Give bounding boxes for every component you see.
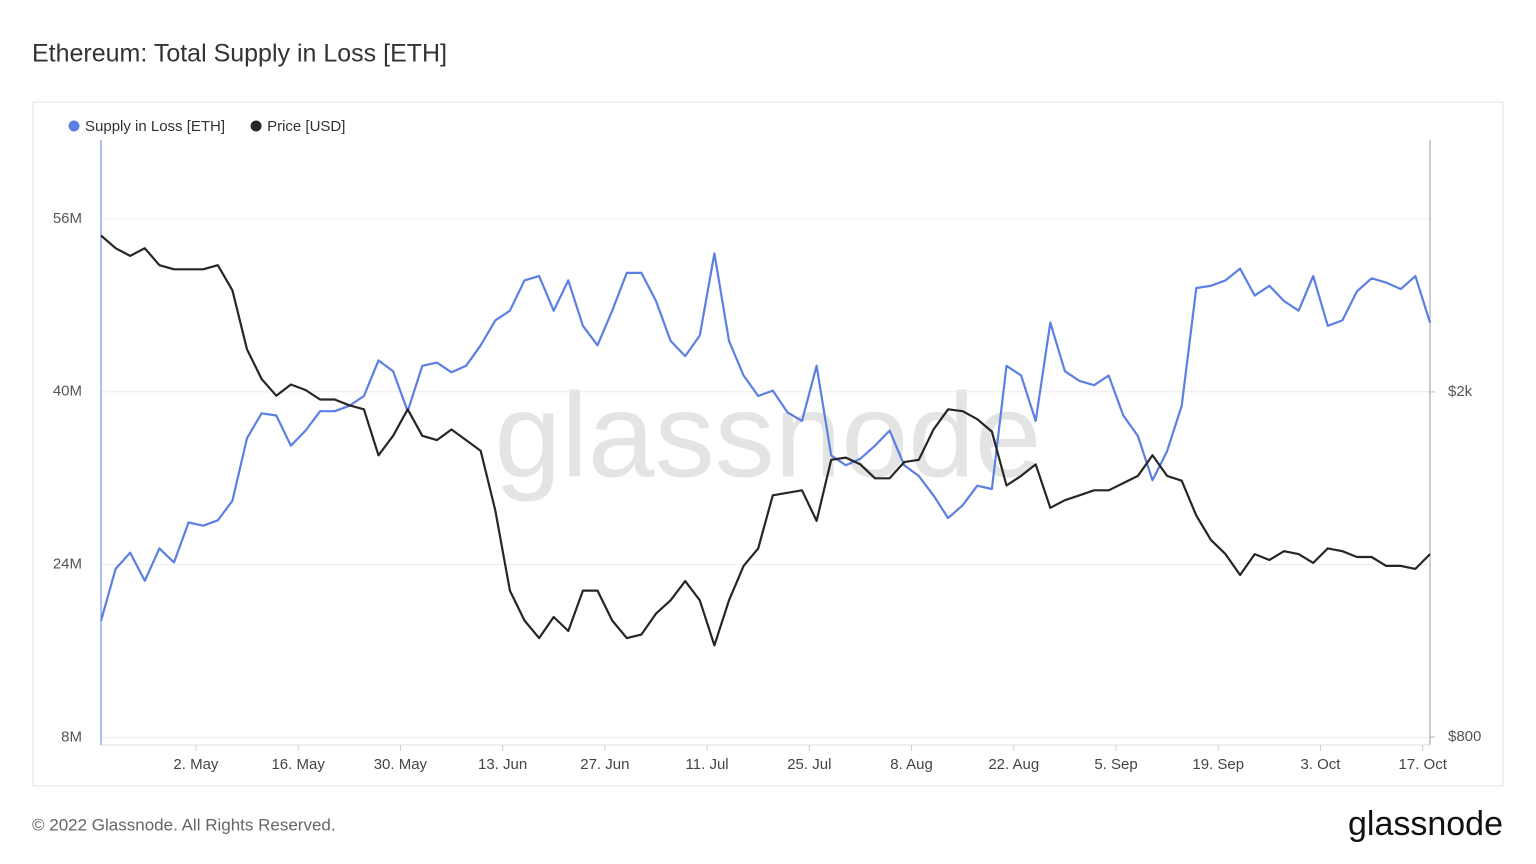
legend-marker (250, 120, 262, 132)
y-tick-label: 56M (53, 210, 82, 227)
chart-title: Ethereum: Total Supply in Loss [ETH] (32, 40, 447, 68)
x-tick-label: 27. Jun (580, 756, 629, 773)
y2-tick-label: $2k (1448, 383, 1473, 400)
legend-label: Price [USD] (267, 118, 345, 135)
series-line (100, 234, 1431, 647)
x-tick-label: 30. May (374, 756, 428, 773)
logo: glassnode (1348, 805, 1503, 843)
x-tick-label: 13. Jun (478, 756, 527, 773)
x-tick-label: 2. May (173, 756, 219, 773)
legend-label: Supply in Loss [ETH] (85, 118, 225, 135)
y2-tick-label: $800 (1448, 728, 1481, 745)
x-tick-label: 17. Oct (1399, 756, 1448, 773)
x-tick-label: 22. Aug (988, 756, 1039, 773)
legend-marker (68, 120, 80, 132)
x-tick-label: 3. Oct (1300, 756, 1341, 773)
x-tick-label: 8. Aug (890, 756, 933, 773)
y-tick-label: 8M (61, 728, 82, 745)
chart-frame (32, 101, 1504, 787)
x-tick-label: 16. May (271, 756, 325, 773)
watermark: glassnode (494, 369, 1041, 503)
x-tick-label: 19. Sep (1192, 756, 1244, 773)
x-tick-label: 5. Sep (1094, 756, 1137, 773)
series-line (99, 252, 1432, 622)
copyright: © 2022 Glassnode. All Rights Reserved. (32, 815, 336, 834)
y-tick-label: 24M (53, 556, 82, 573)
x-tick-label: 11. Jul (686, 756, 729, 773)
x-tick-label: 25. Jul (787, 756, 831, 773)
y-tick-label: 40M (53, 383, 82, 400)
